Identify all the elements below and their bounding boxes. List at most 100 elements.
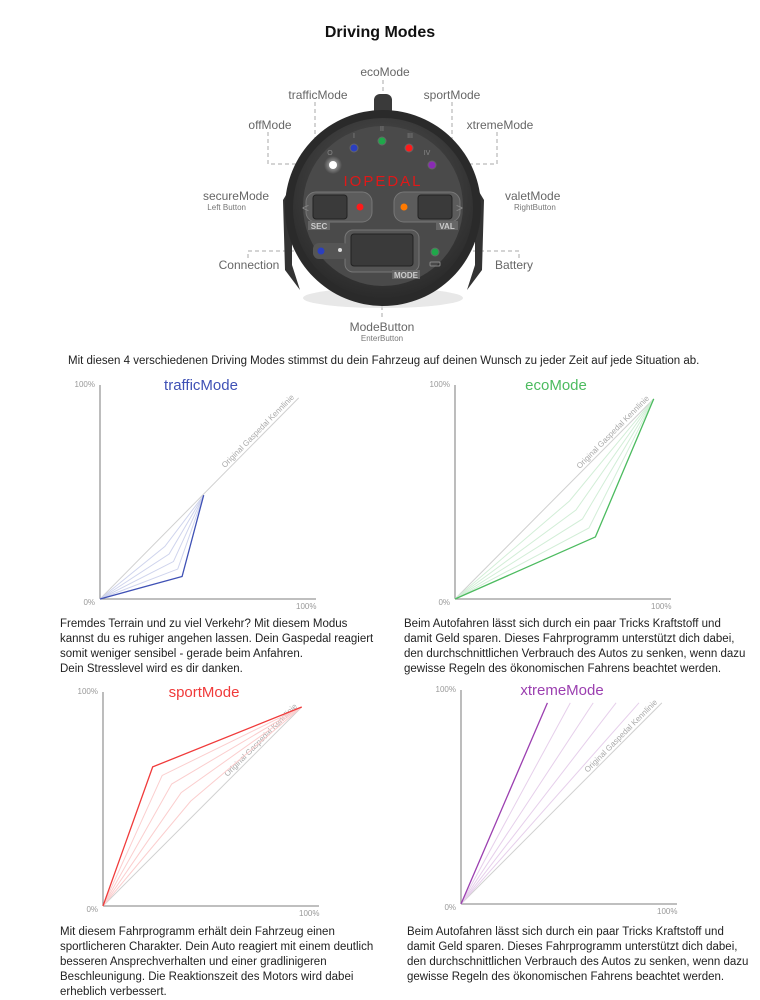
y-tick-max: 100% [429, 380, 450, 389]
mode-curve [102, 706, 302, 907]
valet-mode-button[interactable] [417, 194, 453, 220]
iopedal-device-illustration: O I II III IV IOPEDAL < SEC > VAL MODE [247, 80, 520, 320]
label-battery: Battery [494, 258, 534, 272]
page-title: Driving Modes [324, 24, 436, 41]
y-tick-max: 100% [77, 687, 98, 696]
intermediate-curve [454, 398, 655, 600]
origin-tick: 0% [83, 598, 95, 607]
description-line: Dein Stresslevel wird es dir danken. [60, 663, 243, 675]
chart-plot: Original Gaspedal Kennlinie [102, 692, 319, 907]
description-line: Mit diesem Fahrprogramm erhält dein Fahr… [60, 926, 335, 938]
origin-tick: 0% [438, 598, 450, 607]
intro-text: Mit diesen 4 verschiedenen Driving Modes… [68, 355, 700, 367]
eco-mode-description: Beim Autofahren lässt sich durch ein paa… [404, 617, 749, 677]
description-line: Fremdes Terrain und zu viel Verkehr? Mit… [60, 618, 348, 630]
intermediate-curve [454, 398, 655, 600]
description-line: sportlicheren Charakter. Dein Auto reagi… [60, 941, 374, 953]
description-line: damit Geld sparen. Dieses Fahrprogramm u… [407, 941, 738, 953]
off-mark: O [327, 150, 333, 157]
chart-title: ecoMode [525, 377, 587, 394]
label-mode-button-sub: EnterButton [360, 334, 404, 343]
sec-label: SEC [311, 222, 328, 231]
reference-line [102, 706, 303, 907]
label-traffic-mode: trafficMode [288, 88, 348, 102]
intermediate-curve [102, 706, 303, 907]
intermediate-curve [102, 706, 303, 907]
description-line: den durchschnittlichen Verbrauch des Aut… [404, 648, 746, 660]
secure-mode-button[interactable] [312, 194, 348, 220]
connection-led [317, 247, 325, 255]
label-secure-mode: secureMode [202, 189, 269, 203]
description-line: Beim Autofahren lässt sich durch ein paa… [407, 926, 724, 938]
sport-mark: III [407, 133, 413, 140]
svg-text:>: > [456, 201, 463, 215]
mode-button[interactable] [350, 233, 414, 267]
intermediate-curve [454, 398, 655, 600]
chart-plot: Original Gaspedal Kennlinie [460, 690, 677, 905]
reference-line [99, 397, 300, 600]
traffic-mode-led [349, 143, 359, 153]
val-label: VAL [439, 222, 455, 231]
chart-title: xtremeMode [520, 682, 604, 699]
intermediate-curve [99, 494, 205, 600]
label-valet-mode: valetMode [505, 189, 561, 203]
xtreme-mark: IV [424, 150, 431, 157]
chart-title: trafficMode [164, 377, 238, 394]
eco-mode-chart: Original Gaspedal Kennlinie ecoMode 100% 0%… [430, 377, 672, 611]
mode-label: MODE [394, 271, 419, 280]
label-mode-button: ModeButton [349, 320, 415, 334]
label-sport-mode: sportMode [423, 88, 481, 102]
sport-mode-description: Mit diesem Fahrprogramm erhält dein Fahr… [60, 925, 405, 1000]
origin-tick: 0% [444, 903, 456, 912]
label-valet-sub: RightButton [514, 203, 556, 212]
valet-mode-led [400, 203, 408, 211]
intermediate-curve [460, 702, 640, 905]
intermediate-curve [460, 702, 571, 905]
description-line: gewisse Regeln des ökonomischen Fahrens … [407, 971, 725, 983]
intermediate-curve [454, 398, 655, 600]
sport-mode-chart: Original Gaspedal Kennlinie sportMode 100%… [78, 684, 320, 918]
traffic-mark: I [353, 133, 355, 140]
sport-mode-led [404, 143, 414, 153]
svg-text:<: < [302, 201, 309, 215]
x-tick-max: 100% [296, 602, 317, 611]
reference-line-label: Original Gaspedal Kennlinie [583, 697, 660, 774]
x-tick-max: 100% [651, 602, 672, 611]
mode-curve [460, 702, 548, 905]
label-connection: Connection [218, 258, 280, 272]
mode-curve [99, 495, 205, 600]
intermediate-curve [99, 495, 205, 600]
xtreme-mode-description: Beim Autofahren lässt sich durch ein paa… [407, 925, 752, 985]
x-tick-max: 100% [299, 909, 320, 918]
intermediate-curve [460, 702, 594, 905]
intermediate-curve [99, 494, 205, 600]
label-secure-sub: Left Button [207, 203, 246, 212]
intermediate-curve [102, 706, 302, 907]
y-tick-max: 100% [74, 380, 95, 389]
battery-led [430, 247, 440, 257]
xtreme-mode-chart: Original Gaspedal Kennlinie xtremeMode 100… [436, 682, 678, 916]
x-tick-max: 100% [657, 907, 678, 916]
description-line: somit weniger sensibel - gerade beim Anf… [60, 648, 303, 660]
description-line: gewisse Regeln des ökonomischen Fahrens … [404, 663, 722, 675]
eco-mark: II [380, 126, 384, 133]
xtreme-mode-led [427, 160, 437, 170]
y-tick-max: 100% [435, 685, 456, 694]
chart-plot: Original Gaspedal Kennlinie [99, 385, 316, 600]
brand-logo: IOPEDAL [343, 173, 422, 190]
eco-mode-led [377, 136, 387, 146]
origin-tick: 0% [86, 905, 98, 914]
description-line: Beim Autofahren lässt sich durch ein paa… [404, 618, 721, 630]
mode-curve [454, 398, 655, 600]
reference-line [460, 702, 663, 905]
off-mode-led [329, 161, 337, 169]
description-line: kannst du es ruhiger angehen lassen. Dei… [60, 633, 374, 645]
intermediate-curve [460, 702, 617, 905]
intermediate-curve [99, 495, 205, 600]
label-eco-mode: ecoMode [360, 65, 410, 79]
chart-plot: Original Gaspedal Kennlinie [454, 385, 671, 600]
traffic-mode-description: Fremdes Terrain und zu viel Verkehr? Mit… [60, 617, 405, 677]
traffic-mode-chart: Original Gaspedal Kennlinie trafficMode 10… [75, 377, 317, 611]
chart-title: sportMode [168, 684, 240, 701]
description-line: den durchschnittlichen Verbrauch des Aut… [407, 956, 749, 968]
